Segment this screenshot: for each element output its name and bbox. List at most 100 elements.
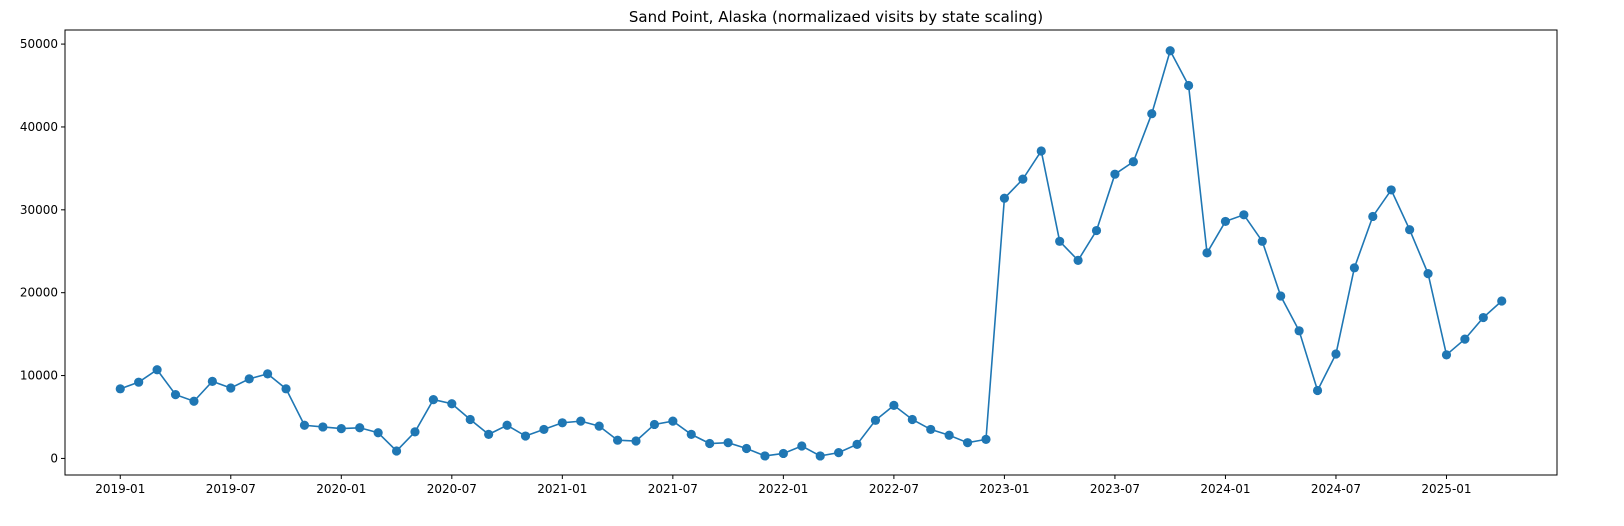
data-point bbox=[1460, 334, 1470, 344]
data-point bbox=[612, 435, 623, 445]
y-axis: 0 10000 20000 30000 40000 50000 bbox=[20, 37, 65, 465]
data-point bbox=[391, 446, 402, 456]
data-point bbox=[299, 420, 310, 430]
y-tick-label: 10000 bbox=[20, 369, 58, 383]
data-point bbox=[1441, 350, 1452, 360]
data-point bbox=[1478, 312, 1488, 323]
data-point bbox=[797, 441, 807, 451]
data-point bbox=[244, 374, 254, 384]
data-point bbox=[1091, 225, 1102, 236]
data-point bbox=[1110, 169, 1120, 179]
data-point bbox=[870, 415, 881, 425]
data-point bbox=[760, 451, 770, 461]
data-point bbox=[557, 418, 567, 428]
data-point bbox=[1368, 211, 1378, 222]
data-point bbox=[999, 193, 1010, 203]
data-point bbox=[281, 384, 291, 394]
data-point bbox=[852, 439, 862, 449]
data-point bbox=[484, 429, 494, 439]
x-tick-label: 2019-01 bbox=[95, 482, 145, 496]
x-tick-label: 2019-07 bbox=[206, 482, 256, 496]
data-point bbox=[520, 431, 531, 441]
data-point bbox=[1036, 146, 1046, 156]
data-point bbox=[1405, 225, 1415, 235]
data-point bbox=[1294, 326, 1304, 336]
data-point bbox=[686, 429, 696, 439]
data-point bbox=[207, 376, 217, 386]
data-point bbox=[502, 420, 512, 430]
data-point bbox=[1497, 296, 1507, 306]
data-point bbox=[1165, 46, 1175, 56]
data-point bbox=[834, 448, 844, 458]
data-point bbox=[428, 394, 438, 405]
data-point bbox=[1128, 157, 1138, 167]
data-point bbox=[668, 416, 678, 426]
x-tick-label: 2023-01 bbox=[979, 482, 1029, 496]
data-point bbox=[1220, 216, 1231, 227]
x-tick-label: 2021-07 bbox=[648, 482, 698, 496]
data-point bbox=[1018, 174, 1028, 184]
y-tick-label: 50000 bbox=[20, 37, 58, 51]
data-point bbox=[576, 416, 586, 426]
data-point bbox=[115, 384, 125, 394]
data-point bbox=[944, 430, 954, 440]
x-tick-label: 2020-01 bbox=[316, 482, 366, 496]
data-point bbox=[1386, 185, 1396, 195]
x-tick-label: 2025-01 bbox=[1421, 482, 1471, 496]
x-tick-label: 2024-01 bbox=[1200, 482, 1250, 496]
data-point bbox=[1073, 255, 1083, 265]
x-tick-label: 2023-07 bbox=[1090, 482, 1140, 496]
data-point bbox=[336, 423, 346, 434]
data-point bbox=[705, 438, 715, 449]
data-point bbox=[1202, 248, 1212, 258]
data-point bbox=[1423, 269, 1433, 279]
y-tick-label: 30000 bbox=[20, 203, 58, 217]
data-point bbox=[226, 383, 236, 393]
data-point bbox=[263, 369, 273, 379]
data-point bbox=[741, 443, 752, 454]
data-point bbox=[1184, 80, 1194, 91]
x-tick-label: 2022-01 bbox=[758, 482, 808, 496]
x-tick-label: 2021-01 bbox=[537, 482, 587, 496]
data-point bbox=[1257, 236, 1267, 246]
data-point bbox=[778, 448, 788, 459]
data-point bbox=[373, 428, 383, 438]
y-tick-label: 0 bbox=[50, 451, 58, 465]
data-point bbox=[907, 414, 917, 425]
x-tick-label: 2020-07 bbox=[427, 482, 477, 496]
data-point bbox=[723, 438, 733, 448]
data-point bbox=[447, 399, 457, 409]
data-point bbox=[926, 424, 936, 435]
data-point bbox=[189, 396, 199, 406]
data-point bbox=[318, 422, 328, 432]
data-point bbox=[539, 424, 549, 435]
data-point bbox=[1312, 385, 1323, 396]
data-point bbox=[981, 434, 991, 444]
data-point bbox=[631, 436, 641, 446]
data-point bbox=[1147, 109, 1157, 119]
x-tick-label: 2022-07 bbox=[869, 482, 919, 496]
data-point bbox=[649, 419, 660, 430]
y-tick-label: 40000 bbox=[20, 120, 58, 134]
data-point bbox=[889, 400, 899, 410]
data-point bbox=[134, 377, 144, 387]
plot-area-frame bbox=[64, 29, 1558, 476]
data-point bbox=[962, 438, 973, 448]
data-point bbox=[1331, 349, 1341, 359]
series-layer bbox=[115, 46, 1507, 461]
data-point bbox=[594, 421, 604, 431]
data-point bbox=[465, 414, 475, 425]
data-point bbox=[1055, 236, 1065, 246]
x-tick-label: 2024-07 bbox=[1311, 482, 1361, 496]
y-tick-label: 20000 bbox=[20, 286, 58, 300]
x-axis: 2019-01 2019-07 2020-01 2020-07 2021-01 2021-… bbox=[95, 475, 1472, 496]
data-point bbox=[1276, 291, 1286, 301]
data-point bbox=[170, 390, 181, 400]
data-point bbox=[815, 451, 825, 461]
data-point bbox=[355, 423, 365, 433]
series-line bbox=[119, 48, 1503, 457]
data-point bbox=[152, 365, 162, 375]
data-point bbox=[1349, 263, 1359, 273]
